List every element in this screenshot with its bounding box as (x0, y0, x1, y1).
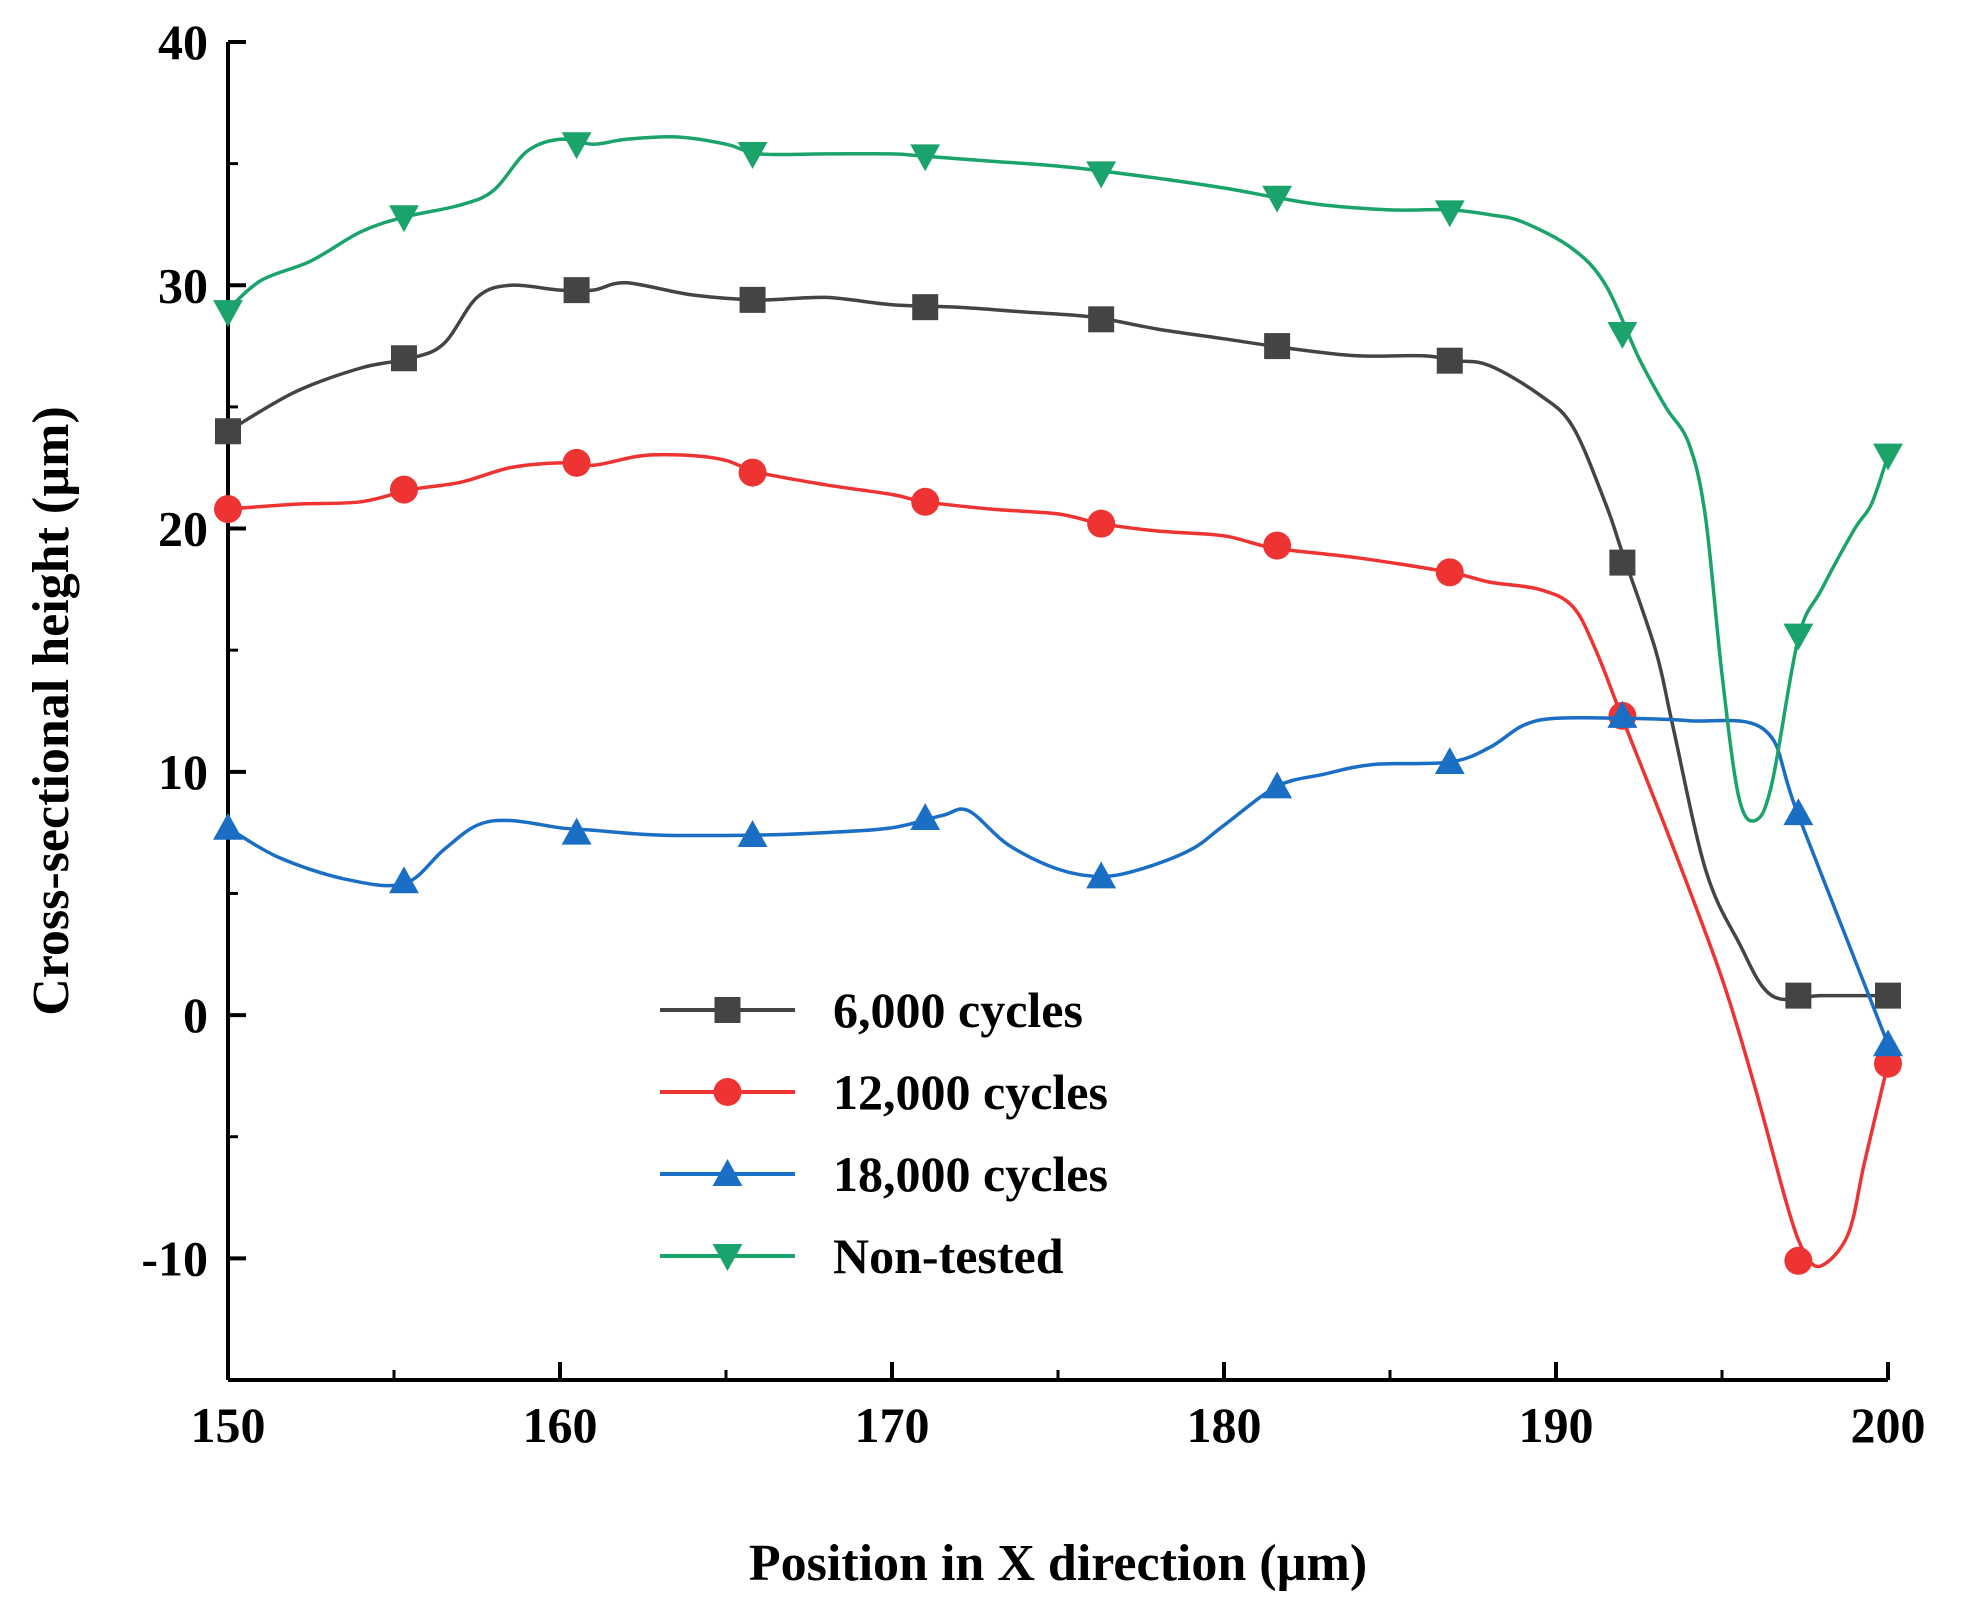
data-point (563, 277, 590, 304)
data-point (1434, 200, 1465, 228)
data-point (1873, 1029, 1903, 1057)
x-tick-label: 150 (191, 1397, 266, 1453)
data-point (910, 803, 941, 830)
x-tick-label: 200 (1851, 1397, 1926, 1453)
data-point (1086, 161, 1117, 189)
data-point (1435, 558, 1464, 587)
y-tick-label: 40 (158, 14, 208, 70)
series-line (226, 134, 1890, 823)
y-tick-label: 10 (158, 744, 208, 800)
x-tick-label: 180 (1187, 1397, 1262, 1453)
data-point (1436, 347, 1463, 374)
legend-marker (713, 1078, 742, 1106)
series-line (227, 281, 1888, 1002)
data-point (910, 144, 941, 172)
data-point (1262, 771, 1293, 799)
series-3 (213, 700, 1903, 1057)
series-line (227, 452, 1890, 1269)
legend-label: 18,000 cycles (833, 1146, 1108, 1202)
data-point (215, 418, 241, 445)
series-layer (213, 132, 1903, 1275)
data-point (1875, 982, 1901, 1009)
data-point (1873, 443, 1903, 471)
data-point (561, 817, 592, 845)
y-tick-label: -10 (141, 1230, 208, 1286)
data-point (1785, 982, 1812, 1009)
data-point (739, 286, 766, 313)
data-point (1607, 321, 1638, 349)
x-tick-label: 170 (855, 1397, 930, 1453)
data-point (1088, 306, 1115, 333)
legend-marker (712, 1159, 743, 1186)
data-point (561, 132, 592, 160)
data-point (390, 345, 417, 372)
y-tick-label: 20 (158, 501, 208, 557)
data-point (738, 458, 767, 487)
x-tick-label: 190 (1519, 1397, 1594, 1453)
data-point (389, 866, 419, 894)
data-point (1434, 747, 1465, 775)
data-point (1262, 185, 1293, 213)
y-tick-label: 30 (158, 257, 208, 313)
y-tick-label: 0 (183, 987, 208, 1043)
data-point (912, 294, 939, 321)
data-point (1087, 509, 1116, 538)
data-point (389, 205, 419, 233)
data-point (1086, 861, 1117, 889)
x-tick-label: 160 (523, 1397, 598, 1453)
legend-label: Non-tested (833, 1228, 1064, 1284)
tick-labels: 150 160 170 180 190 200 -10 0 10 20 30 40 (141, 14, 1925, 1453)
data-point (1264, 333, 1291, 360)
data-point (1609, 549, 1636, 576)
data-point (1263, 531, 1292, 560)
y-axis-title: Cross-sectional height (µm) (23, 406, 80, 1016)
legend-entry: Non-tested (660, 1228, 1064, 1284)
series-4 (213, 132, 1903, 823)
legend-entry: 12,000 cycles (660, 1064, 1108, 1120)
legend-marker (712, 1244, 743, 1271)
legend-entry: 6,000 cycles (660, 982, 1083, 1038)
data-point (911, 487, 940, 516)
data-point (1783, 623, 1814, 651)
legend-marker (714, 997, 741, 1023)
series-1 (215, 277, 1901, 1009)
data-point (562, 448, 591, 477)
data-point (214, 495, 242, 524)
data-point (1607, 700, 1638, 728)
data-point (737, 141, 768, 169)
data-point (389, 475, 418, 504)
legend-label: 12,000 cycles (833, 1064, 1108, 1120)
legend-entry: 18,000 cycles (660, 1146, 1108, 1202)
data-point (1783, 798, 1814, 826)
series-line (227, 715, 1890, 1045)
axes (226, 40, 1890, 1382)
legend: 6,000 cycles 12,000 cycles 18,000 cycles No… (660, 982, 1108, 1284)
data-point (737, 820, 768, 848)
data-point (1784, 1246, 1813, 1275)
data-point (213, 812, 243, 840)
legend-label: 6,000 cycles (833, 982, 1083, 1038)
data-point (1874, 1049, 1902, 1078)
data-point (213, 300, 243, 327)
x-axis-title: Position in X direction (µm) (749, 1535, 1367, 1592)
